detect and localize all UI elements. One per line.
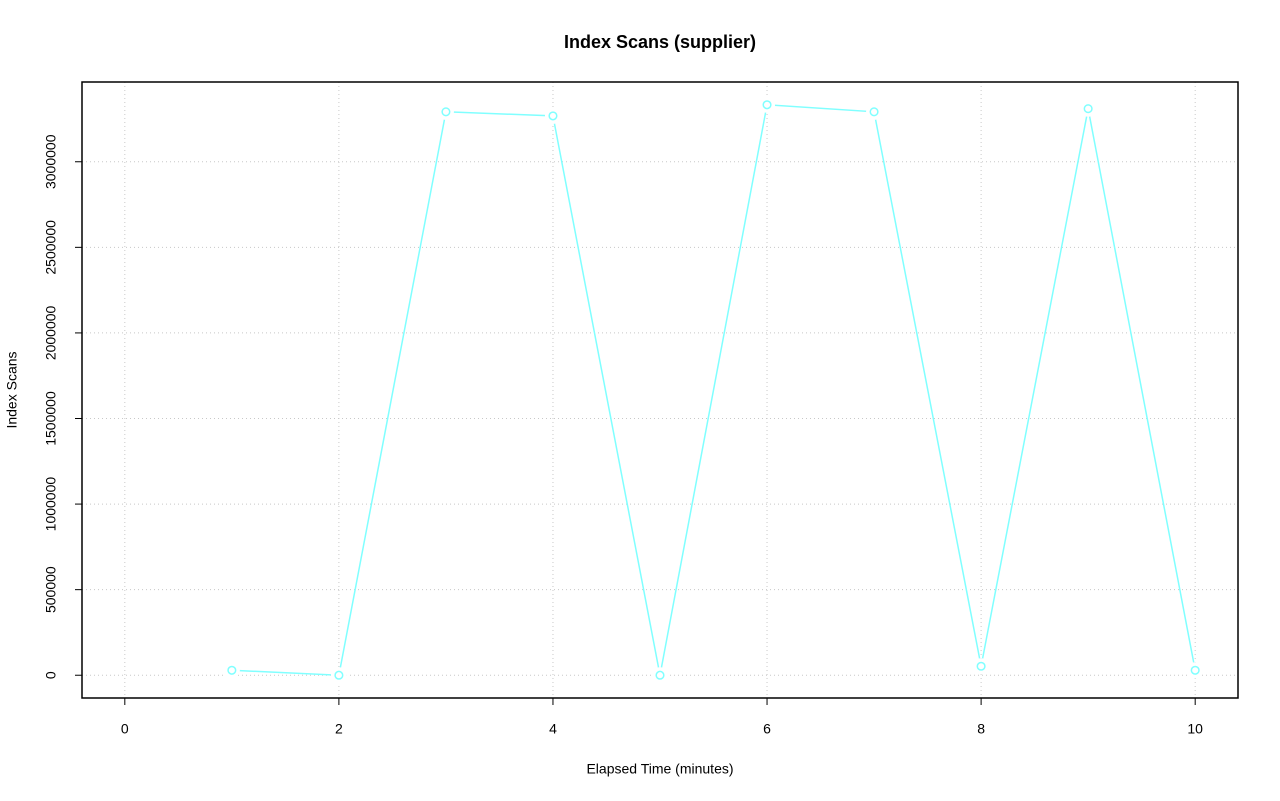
data-point	[869, 107, 879, 117]
y-tick-label: 2000000	[43, 305, 59, 360]
data-point	[976, 661, 986, 671]
x-axis-title: Elapsed Time (minutes)	[586, 761, 733, 777]
data-point	[441, 107, 451, 117]
data-point	[762, 100, 772, 110]
data-point	[1190, 665, 1200, 675]
data-line	[231, 103, 1196, 677]
y-tick-label: 500000	[43, 566, 59, 613]
data-point	[334, 670, 344, 680]
y-tick-label: 1500000	[43, 391, 59, 446]
y-tick-label: 3000000	[43, 134, 59, 189]
data-point	[548, 111, 558, 121]
x-tick-label: 2	[335, 721, 343, 737]
x-tick-label: 10	[1187, 721, 1203, 737]
chart-title: Index Scans (supplier)	[564, 32, 756, 52]
y-tick-label: 0	[43, 671, 59, 679]
x-tick-label: 6	[763, 721, 771, 737]
data-point	[1083, 104, 1093, 114]
plot-frame	[81, 81, 1239, 699]
data-point	[655, 670, 665, 680]
y-axis-title: Index Scans	[4, 351, 20, 428]
y-tick-label: 1000000	[43, 477, 59, 532]
x-tick-label: 4	[549, 721, 557, 737]
x-tick-label: 0	[121, 721, 129, 737]
data-point	[227, 665, 237, 675]
x-tick-label: 8	[977, 721, 985, 737]
y-tick-label: 2500000	[43, 220, 59, 275]
